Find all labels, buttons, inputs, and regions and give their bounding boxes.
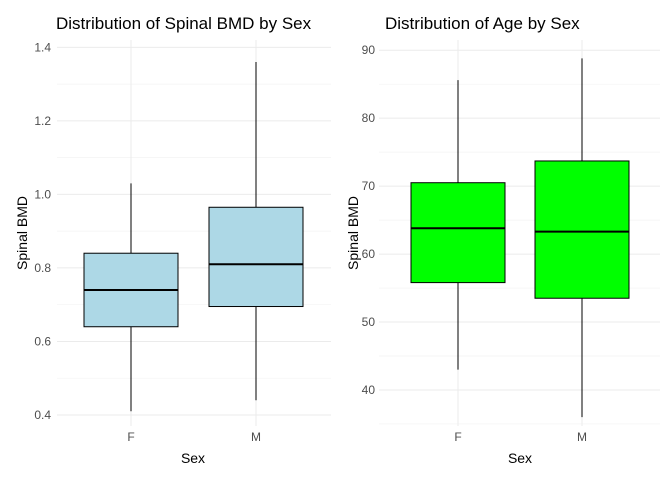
x-axis-title: Sex [181,450,205,466]
y-tick-label: 1.0 [34,187,51,201]
panel-spinal-bmd: Distribution of Spinal BMD by Sex Sex Sp… [14,14,331,466]
y-tick-label: 0.4 [34,408,51,422]
x-axis-title: Sex [508,450,532,466]
y-tick-label: 50 [362,315,376,329]
panel-age: Distribution of Age by Sex Sex Spinal BM… [345,14,660,466]
y-axis-title: Spinal BMD [14,196,30,270]
y-tick-label: 60 [362,247,376,261]
x-tick-label: M [577,430,587,444]
y-tick-label: 80 [362,111,376,125]
box-f [83,183,179,412]
x-tick-label: M [251,430,261,444]
chart-title: Distribution of Spinal BMD by Sex [56,14,312,33]
y-axis-title: Spinal BMD [345,196,361,270]
y-tick-label: 70 [362,179,376,193]
y-tick-label: 1.4 [34,40,51,54]
box-f [410,80,506,370]
box-body [410,182,506,284]
y-tick-label: 0.8 [34,261,51,275]
box-body [208,206,304,308]
box-m [208,62,304,401]
y-tick-label: 1.2 [34,114,51,128]
box-body [534,160,630,299]
y-tick-label: 90 [362,43,376,57]
y-tick-label: 40 [362,383,376,397]
y-tick-label: 0.6 [34,334,51,348]
x-tick-label: F [127,430,134,444]
x-tick-label: F [454,430,461,444]
chart-title: Distribution of Age by Sex [385,14,580,33]
box-m [534,58,630,418]
